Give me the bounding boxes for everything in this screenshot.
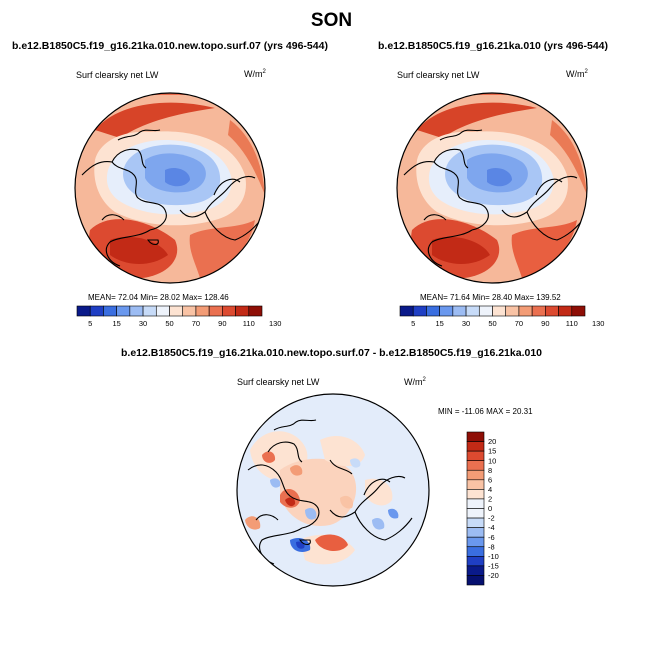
colorbar-swatch — [466, 527, 485, 538]
colorbar-tick-label: -2 — [488, 514, 495, 523]
colorbar-swatch — [545, 305, 559, 317]
colorbar-swatch — [103, 305, 117, 317]
colorbar-swatch — [466, 498, 485, 509]
colorbar-tick-label: 10 — [488, 456, 496, 465]
colorbar-swatch — [155, 305, 170, 317]
panel1-case-title: b.e12.B1850C5.f19_g16.21ka.010.new.topo.… — [12, 40, 328, 52]
panel1-stats: MEAN= 72.04 Min= 28.02 Max= 128.46 — [88, 293, 229, 302]
colorbar-swatch — [466, 517, 485, 528]
colorbar-tick-label: 70 — [515, 319, 523, 328]
colorbar-tick-label: -4 — [488, 523, 495, 532]
colorbar-tick-label: -6 — [488, 533, 495, 542]
colorbar-tick-label: 5 — [411, 319, 415, 328]
panel2-stats: MEAN= 71.64 Min= 28.40 Max= 139.52 — [420, 293, 561, 302]
diff-stats: MIN = -11.06 MAX = 20.31 — [438, 407, 533, 416]
colorbar-swatch — [116, 305, 131, 317]
colorbar-tick-label: 90 — [218, 319, 226, 328]
season-title: SON — [310, 10, 353, 31]
colorbar-tick-label: -10 — [488, 552, 499, 561]
colorbar-swatch — [466, 536, 485, 548]
colorbar-swatch — [235, 305, 250, 317]
colorbar-swatch — [222, 305, 236, 317]
colorbar-tick-label: 50 — [165, 319, 173, 328]
colorbar-swatch — [208, 305, 223, 317]
colorbar-tick-label: 110 — [243, 319, 255, 328]
colorbar-tick-label: 15 — [112, 319, 120, 328]
colorbar-swatch — [182, 305, 197, 317]
colorbar-swatch — [466, 556, 485, 567]
colorbar-swatch — [466, 565, 485, 576]
colorbar-swatch — [466, 479, 485, 490]
panel2-field-label: Surf clearsky net LW — [397, 70, 480, 80]
colorbar-tick-label: 70 — [192, 319, 200, 328]
colorbar-tick-label: 15 — [435, 319, 443, 328]
colorbar-swatch — [426, 305, 440, 317]
colorbar-swatch — [466, 431, 485, 442]
colorbar-tick-label: -15 — [488, 561, 499, 570]
panel2-units: W/m2 — [566, 69, 588, 79]
colorbar-tick-label: -8 — [488, 542, 495, 551]
colorbar-tick-label: 2 — [488, 495, 492, 504]
colorbar-tick-label: 90 — [541, 319, 549, 328]
panel1-polar-map — [74, 92, 266, 284]
colorbar-tick-label: -20 — [488, 571, 499, 580]
colorbar-tick-label: 30 — [462, 319, 470, 328]
colorbar-tick-label: 130 — [592, 319, 605, 328]
colorbar-swatch — [531, 305, 546, 317]
diff-polar-map — [236, 393, 430, 587]
panel1-colorbar: 5 15 30 50 70 90 110 130 — [76, 305, 282, 328]
diff-case-title: b.e12.B1850C5.f19_g16.21ka.010.new.topo.… — [120, 347, 543, 359]
colorbar-swatch — [248, 305, 263, 317]
panel1-field-label: Surf clearsky net LW — [76, 70, 159, 80]
colorbar-swatch — [129, 305, 144, 317]
colorbar-swatch — [466, 575, 485, 586]
colorbar-swatch — [466, 546, 485, 557]
colorbar-swatch — [465, 305, 480, 317]
colorbar-tick-label: 15 — [488, 447, 496, 456]
colorbar-swatch — [195, 305, 210, 317]
colorbar-tick-label: 50 — [488, 319, 496, 328]
colorbar-swatch — [439, 305, 454, 317]
panel2-colorbar: 5 15 30 50 70 90 110 130 — [399, 305, 605, 328]
colorbar-swatch — [466, 489, 485, 500]
colorbar-swatch — [142, 305, 157, 317]
colorbar-tick-label: 6 — [488, 475, 492, 484]
diff-field-label: Surf clearsky net LW — [237, 377, 320, 387]
colorbar-swatch — [505, 305, 520, 317]
colorbar-swatch — [89, 305, 104, 317]
panel1-units: W/m2 — [244, 69, 266, 79]
colorbar-tick-label: 5 — [88, 319, 92, 328]
colorbar-swatch — [76, 305, 91, 317]
colorbar-swatch — [466, 469, 485, 481]
colorbar-tick-label: 130 — [269, 319, 282, 328]
colorbar-tick-label: 4 — [488, 485, 492, 494]
colorbar-tick-label: 20 — [488, 437, 496, 446]
colorbar-swatch — [466, 441, 485, 452]
colorbar-tick-label: 8 — [488, 466, 492, 475]
colorbar-tick-label: 0 — [488, 504, 492, 513]
panel2-case-title: b.e12.B1850C5.f19_g16.21ka.010 (yrs 496-… — [378, 40, 608, 52]
colorbar-swatch — [518, 305, 533, 317]
colorbar-tick-label: 30 — [139, 319, 147, 328]
colorbar-swatch — [466, 450, 485, 461]
colorbar-swatch — [169, 305, 184, 317]
colorbar-swatch — [558, 305, 573, 317]
colorbar-swatch — [492, 305, 507, 317]
panel2-polar-map — [396, 92, 588, 284]
colorbar-swatch — [478, 305, 493, 317]
colorbar-swatch — [452, 305, 467, 317]
colorbar-swatch — [412, 305, 427, 317]
colorbar-swatch — [466, 508, 485, 519]
colorbar-swatch — [399, 305, 414, 317]
colorbar-swatch — [466, 460, 485, 471]
diff-units: W/m2 — [404, 377, 426, 387]
colorbar-swatch — [571, 305, 586, 317]
colorbar-tick-label: 110 — [566, 319, 578, 328]
